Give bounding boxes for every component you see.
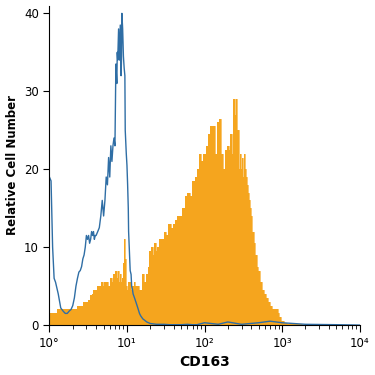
Y-axis label: Relative Cell Number: Relative Cell Number	[6, 95, 18, 236]
X-axis label: CD163: CD163	[179, 356, 230, 369]
